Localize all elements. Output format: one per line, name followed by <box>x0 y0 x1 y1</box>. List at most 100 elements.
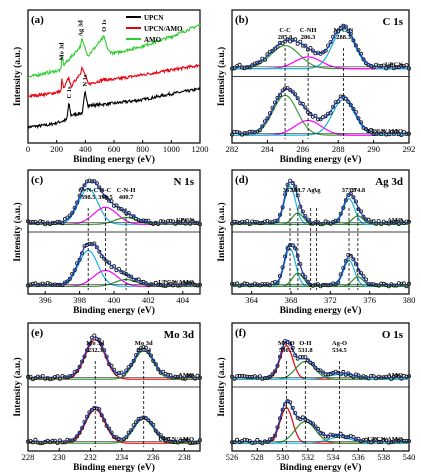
component-peak <box>28 338 200 380</box>
data-point <box>391 283 396 288</box>
panel-label: (c) <box>31 174 44 186</box>
data-point <box>267 283 272 288</box>
x-tick-label: 540 <box>403 452 416 462</box>
data-point <box>290 89 295 94</box>
data-point <box>379 131 384 136</box>
x-tick-label: 376 <box>363 295 376 305</box>
data-point <box>129 428 134 433</box>
x-tick-label: 404 <box>176 295 190 305</box>
peak-annotation: Mo-O <box>278 340 295 347</box>
peak-annotation: N=C-N <box>334 27 354 34</box>
panel-f: 526 528 530 532 534 536 538 540 Binding energy (… <box>216 322 416 473</box>
x-tick-label: 290 <box>367 144 380 154</box>
x-tick-label: 372 <box>324 295 337 305</box>
peak-annotation: N 1s <box>82 74 89 87</box>
data-point <box>92 179 97 184</box>
peak-annotation: 400.7 <box>119 194 134 201</box>
data-point <box>260 124 265 129</box>
panel-title: Ag 3d <box>375 176 403 188</box>
data-point <box>30 440 35 445</box>
peak-annotation: 534.5 <box>332 347 347 354</box>
data-point <box>310 421 315 426</box>
legend-entry: UPCN/AMO <box>144 25 183 33</box>
x-tick-label: 230 <box>53 452 66 462</box>
panel-label: (e) <box>31 327 44 339</box>
data-point <box>305 217 310 222</box>
x-axis-label: Binding energy (eV) <box>73 305 155 316</box>
data-point <box>270 372 275 377</box>
data-point <box>53 438 58 443</box>
x-axis-label: Binding energy (eV) <box>73 462 155 473</box>
peak-annotation: Ag-O <box>332 340 347 347</box>
peak-annotation: 399.5 <box>98 194 113 201</box>
data-point <box>305 279 310 284</box>
data-point <box>394 283 399 288</box>
x-tick-label: 400 <box>108 295 121 305</box>
y-axis-label: Intensity (a.u.) <box>12 357 23 416</box>
data-point <box>245 374 250 379</box>
data-point <box>50 438 55 443</box>
x-tick-label: 292 <box>403 144 416 154</box>
peak-annotation: Mo 3d <box>58 42 65 60</box>
data-point <box>308 111 313 116</box>
x-tick-label: 532 <box>301 452 314 462</box>
x-axis-label: Binding energy (eV) <box>280 462 362 473</box>
panel-title: C 1s <box>383 16 404 28</box>
y-axis-label: Intensity (a.u.) <box>216 357 227 416</box>
legend-entry: AMO <box>144 36 162 44</box>
survey-line-upcn-amo <box>27 63 201 99</box>
peak-annotation: Ag <box>307 187 316 194</box>
peak-annotation: 398.5 <box>81 194 96 201</box>
fit-envelope <box>232 243 409 286</box>
data-point <box>153 362 158 367</box>
subplot-label: UPCN <box>385 62 403 69</box>
subplot-label: UPCN/AMO <box>158 436 194 443</box>
data-point <box>170 439 175 444</box>
component-peak <box>232 28 409 70</box>
peak-annotation: C-NH <box>300 27 317 34</box>
data-point <box>288 341 293 346</box>
data-point <box>148 353 153 358</box>
component-peak <box>28 216 200 225</box>
y-axis-label: Intensity (a.u.) <box>216 202 227 261</box>
x-axis-label: Binding energy (eV) <box>280 154 362 165</box>
data-point <box>326 283 331 288</box>
data-point <box>406 281 411 286</box>
x-tick-label: 228 <box>22 452 35 462</box>
panel-label: (a) <box>31 14 44 26</box>
component-peak <box>28 350 200 380</box>
x-tick-label: 538 <box>377 452 390 462</box>
survey-line-upcn <box>27 86 201 130</box>
panel-a: 0 200 400 600 800 1000 1200 Binding energy (eV)… <box>12 9 209 165</box>
data-point <box>376 374 381 379</box>
data-point <box>356 116 361 121</box>
data-point <box>384 374 389 379</box>
data-point <box>40 219 45 224</box>
peak-annotation: C 1s <box>66 86 73 99</box>
data-point <box>148 420 153 425</box>
panel-d: 364 368 372 376 380 Binding energy (eV) Intens… <box>216 169 415 316</box>
panel-label: (d) <box>235 174 249 186</box>
data-point <box>351 106 356 111</box>
x-tick-label: 534 <box>327 452 341 462</box>
peak-annotation: Ag <box>313 187 322 194</box>
data-point <box>326 434 331 439</box>
x-tick-label: 238 <box>178 452 191 462</box>
data-point <box>107 198 112 203</box>
data-point <box>272 46 277 51</box>
peak-annotation: N-C <box>100 187 112 194</box>
data-point <box>30 219 35 224</box>
data-point <box>67 276 72 281</box>
data-point <box>195 440 200 445</box>
data-point <box>94 245 99 250</box>
data-point <box>247 283 252 288</box>
x-tick-label: 282 <box>226 144 239 154</box>
data-point <box>70 210 75 215</box>
component-peak <box>28 187 200 225</box>
panel-b: 282 284 286 288 290 292 Binding energy (eV) Int… <box>216 9 416 165</box>
data-point <box>363 217 368 222</box>
panel-title: O 1s <box>382 329 404 341</box>
x-tick-label: 600 <box>108 144 121 154</box>
x-tick-label: 402 <box>142 295 155 305</box>
data-point <box>178 283 183 288</box>
